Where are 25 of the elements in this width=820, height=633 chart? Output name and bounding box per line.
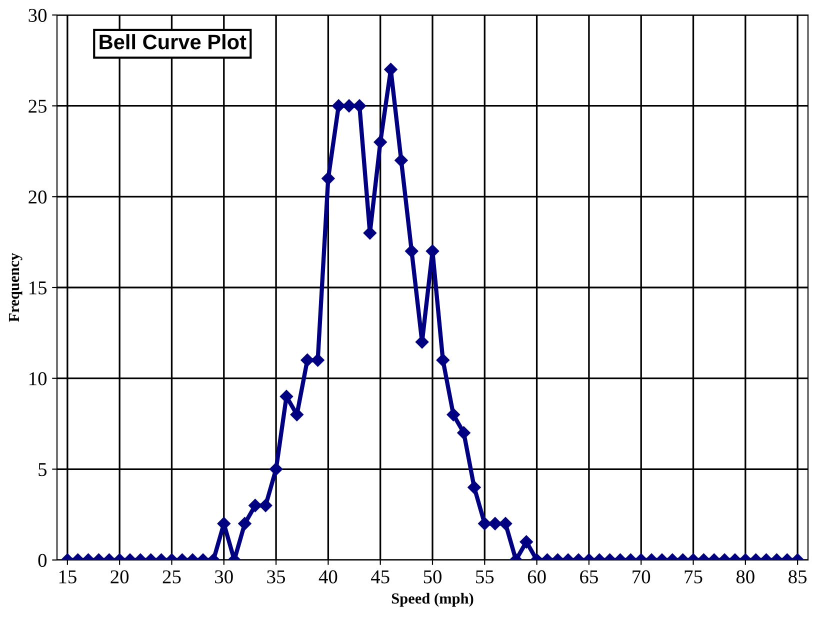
x-tick-label: 25 [162,570,181,584]
x-tick-label: 30 [215,570,233,584]
x-tick-label: 50 [424,570,442,584]
y-tick-label: 30 [28,8,47,22]
text: Bell Curve Plot [100,34,246,50]
y-axis-title: Frequency [8,252,22,322]
x-tick-label: 70 [632,570,650,584]
y-tick-label: 5 [38,463,47,476]
x-tick-label: 35 [267,570,286,584]
x-tick-label: 45 [371,570,390,584]
x-axis-title: Speed (mph) [392,592,474,607]
y-tick-label: 25 [28,100,47,113]
y-tick-label: 15 [30,281,47,294]
x-tick-label: 80 [736,570,754,584]
y-tick-label: 20 [28,190,47,204]
y-tick-label: 10 [30,372,47,386]
x-tick-label: 55 [476,570,494,584]
y-tick-label: 0 [38,554,47,567]
x-tick-label: 15 [59,570,76,584]
x-tick-label: 85 [788,570,807,584]
x-tick-label: 60 [528,570,546,584]
x-tick-label: 20 [110,570,129,584]
x-tick-label: 40 [318,570,338,584]
x-tick-label: 65 [580,570,598,584]
x-tick-label: 75 [684,570,702,584]
